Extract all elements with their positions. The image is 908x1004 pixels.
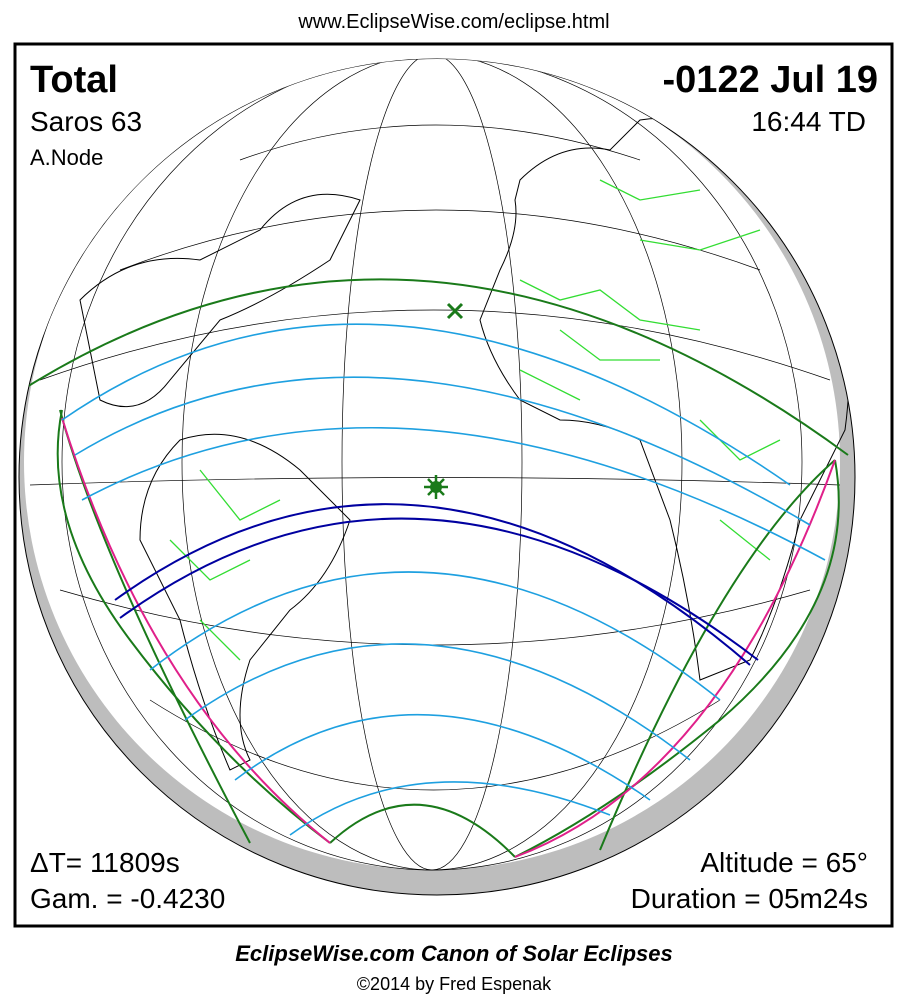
- date: -0122 Jul 19: [663, 59, 878, 101]
- url: www.EclipseWise.com/eclipse.html: [297, 11, 609, 33]
- eclipse-type: Total: [30, 59, 118, 101]
- delta-t: ΔT= 11809s: [30, 847, 180, 878]
- copyright: ©2014 by Fred Espenak: [357, 974, 552, 994]
- footer-title: EclipseWise.com Canon of Solar Eclipses: [235, 941, 673, 966]
- time: 16:44 TD: [751, 106, 866, 137]
- gamma: Gam. = -0.4230: [30, 883, 225, 914]
- saros: Saros 63: [30, 106, 142, 137]
- duration: Duration = 05m24s: [631, 883, 868, 914]
- altitude: Altitude = 65°: [700, 847, 868, 878]
- globe: [18, 58, 856, 896]
- node: A.Node: [30, 145, 103, 170]
